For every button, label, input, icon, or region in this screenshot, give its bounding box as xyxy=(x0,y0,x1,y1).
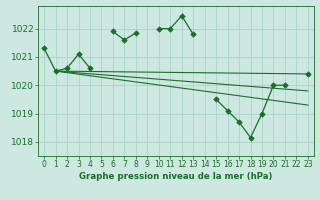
X-axis label: Graphe pression niveau de la mer (hPa): Graphe pression niveau de la mer (hPa) xyxy=(79,172,273,181)
